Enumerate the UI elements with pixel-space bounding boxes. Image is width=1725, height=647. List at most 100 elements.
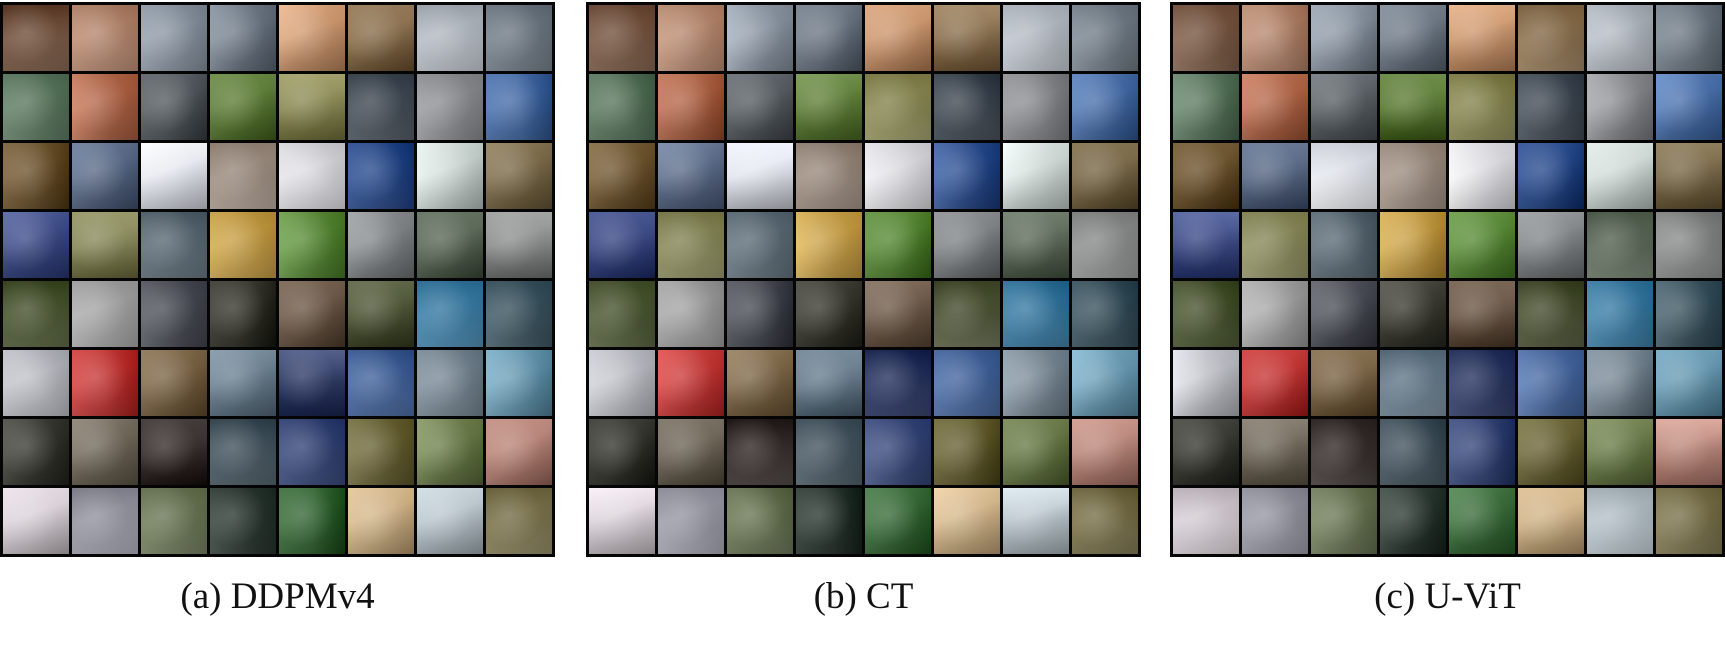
sample-image: [865, 281, 931, 347]
sample-grid-u-vit: [1170, 2, 1725, 557]
panel-u-vit: (c) U-ViT: [1170, 0, 1725, 647]
sample-image: [865, 143, 931, 209]
sample-image: [1380, 212, 1446, 278]
sample-image: [1072, 143, 1138, 209]
sample-image: [1311, 419, 1377, 485]
sample-image: [796, 350, 862, 416]
sample-image: [1518, 5, 1584, 71]
sample-image: [1449, 350, 1515, 416]
sample-image: [1242, 419, 1308, 485]
sample-image: [1072, 488, 1138, 554]
sample-image: [865, 212, 931, 278]
panel-ddpmv4: (a) DDPMv4: [0, 0, 555, 647]
sample-image: [1587, 74, 1653, 140]
sample-grid-ct: [586, 2, 1141, 557]
sample-image: [3, 212, 69, 278]
sample-image: [141, 143, 207, 209]
sample-image: [210, 419, 276, 485]
sample-image: [1587, 143, 1653, 209]
sample-image: [486, 74, 552, 140]
sample-image: [3, 419, 69, 485]
sample-image: [486, 419, 552, 485]
sample-image: [796, 212, 862, 278]
sample-image: [865, 350, 931, 416]
caption-ct: (b) CT: [813, 576, 914, 617]
sample-image: [658, 350, 724, 416]
sample-image: [348, 488, 414, 554]
sample-image: [279, 74, 345, 140]
sample-image: [796, 419, 862, 485]
sample-image: [1072, 5, 1138, 71]
sample-image: [348, 350, 414, 416]
sample-image: [1380, 143, 1446, 209]
sample-image: [1242, 74, 1308, 140]
sample-image: [727, 5, 793, 71]
sample-image: [348, 212, 414, 278]
sample-image: [727, 143, 793, 209]
sample-image: [141, 488, 207, 554]
sample-image: [1173, 488, 1239, 554]
sample-image: [3, 5, 69, 71]
sample-image: [1072, 212, 1138, 278]
sample-image: [934, 350, 1000, 416]
sample-image: [865, 419, 931, 485]
sample-image: [417, 212, 483, 278]
sample-image: [141, 212, 207, 278]
sample-image: [1380, 281, 1446, 347]
sample-image: [658, 74, 724, 140]
sample-image: [417, 350, 483, 416]
sample-image: [1518, 143, 1584, 209]
sample-image: [1449, 143, 1515, 209]
sample-image: [1656, 350, 1722, 416]
sample-image: [589, 212, 655, 278]
sample-image: [279, 212, 345, 278]
sample-image: [1311, 74, 1377, 140]
sample-image: [1311, 212, 1377, 278]
sample-image: [589, 488, 655, 554]
sample-image: [1003, 488, 1069, 554]
sample-image: [1587, 212, 1653, 278]
sample-image: [1311, 488, 1377, 554]
sample-image: [1173, 212, 1239, 278]
sample-image: [796, 488, 862, 554]
sample-image: [72, 350, 138, 416]
sample-image: [279, 350, 345, 416]
sample-image: [1587, 488, 1653, 554]
sample-image: [1518, 419, 1584, 485]
sample-image: [796, 74, 862, 140]
sample-image: [210, 350, 276, 416]
sample-image: [1518, 281, 1584, 347]
sample-image: [1242, 350, 1308, 416]
sample-image: [1656, 5, 1722, 71]
sample-image: [141, 419, 207, 485]
sample-image: [72, 143, 138, 209]
sample-image: [727, 419, 793, 485]
sample-image: [1656, 419, 1722, 485]
sample-image: [727, 281, 793, 347]
sample-image: [589, 281, 655, 347]
sample-image: [1003, 419, 1069, 485]
sample-image: [210, 74, 276, 140]
sample-image: [348, 143, 414, 209]
sample-image: [1656, 143, 1722, 209]
sample-image: [658, 143, 724, 209]
sample-image: [72, 212, 138, 278]
sample-image: [3, 350, 69, 416]
sample-image: [1173, 143, 1239, 209]
sample-image: [1380, 74, 1446, 140]
sample-image: [417, 5, 483, 71]
sample-image: [1311, 281, 1377, 347]
sample-image: [1311, 5, 1377, 71]
sample-image: [658, 5, 724, 71]
sample-image: [1003, 143, 1069, 209]
sample-image: [1173, 350, 1239, 416]
sample-image: [1518, 350, 1584, 416]
sample-image: [589, 350, 655, 416]
sample-image: [72, 419, 138, 485]
sample-image: [1003, 5, 1069, 71]
caption-u-vit: (c) U-ViT: [1374, 576, 1521, 617]
sample-image: [210, 143, 276, 209]
sample-image: [279, 143, 345, 209]
sample-image: [3, 143, 69, 209]
sample-image: [934, 281, 1000, 347]
